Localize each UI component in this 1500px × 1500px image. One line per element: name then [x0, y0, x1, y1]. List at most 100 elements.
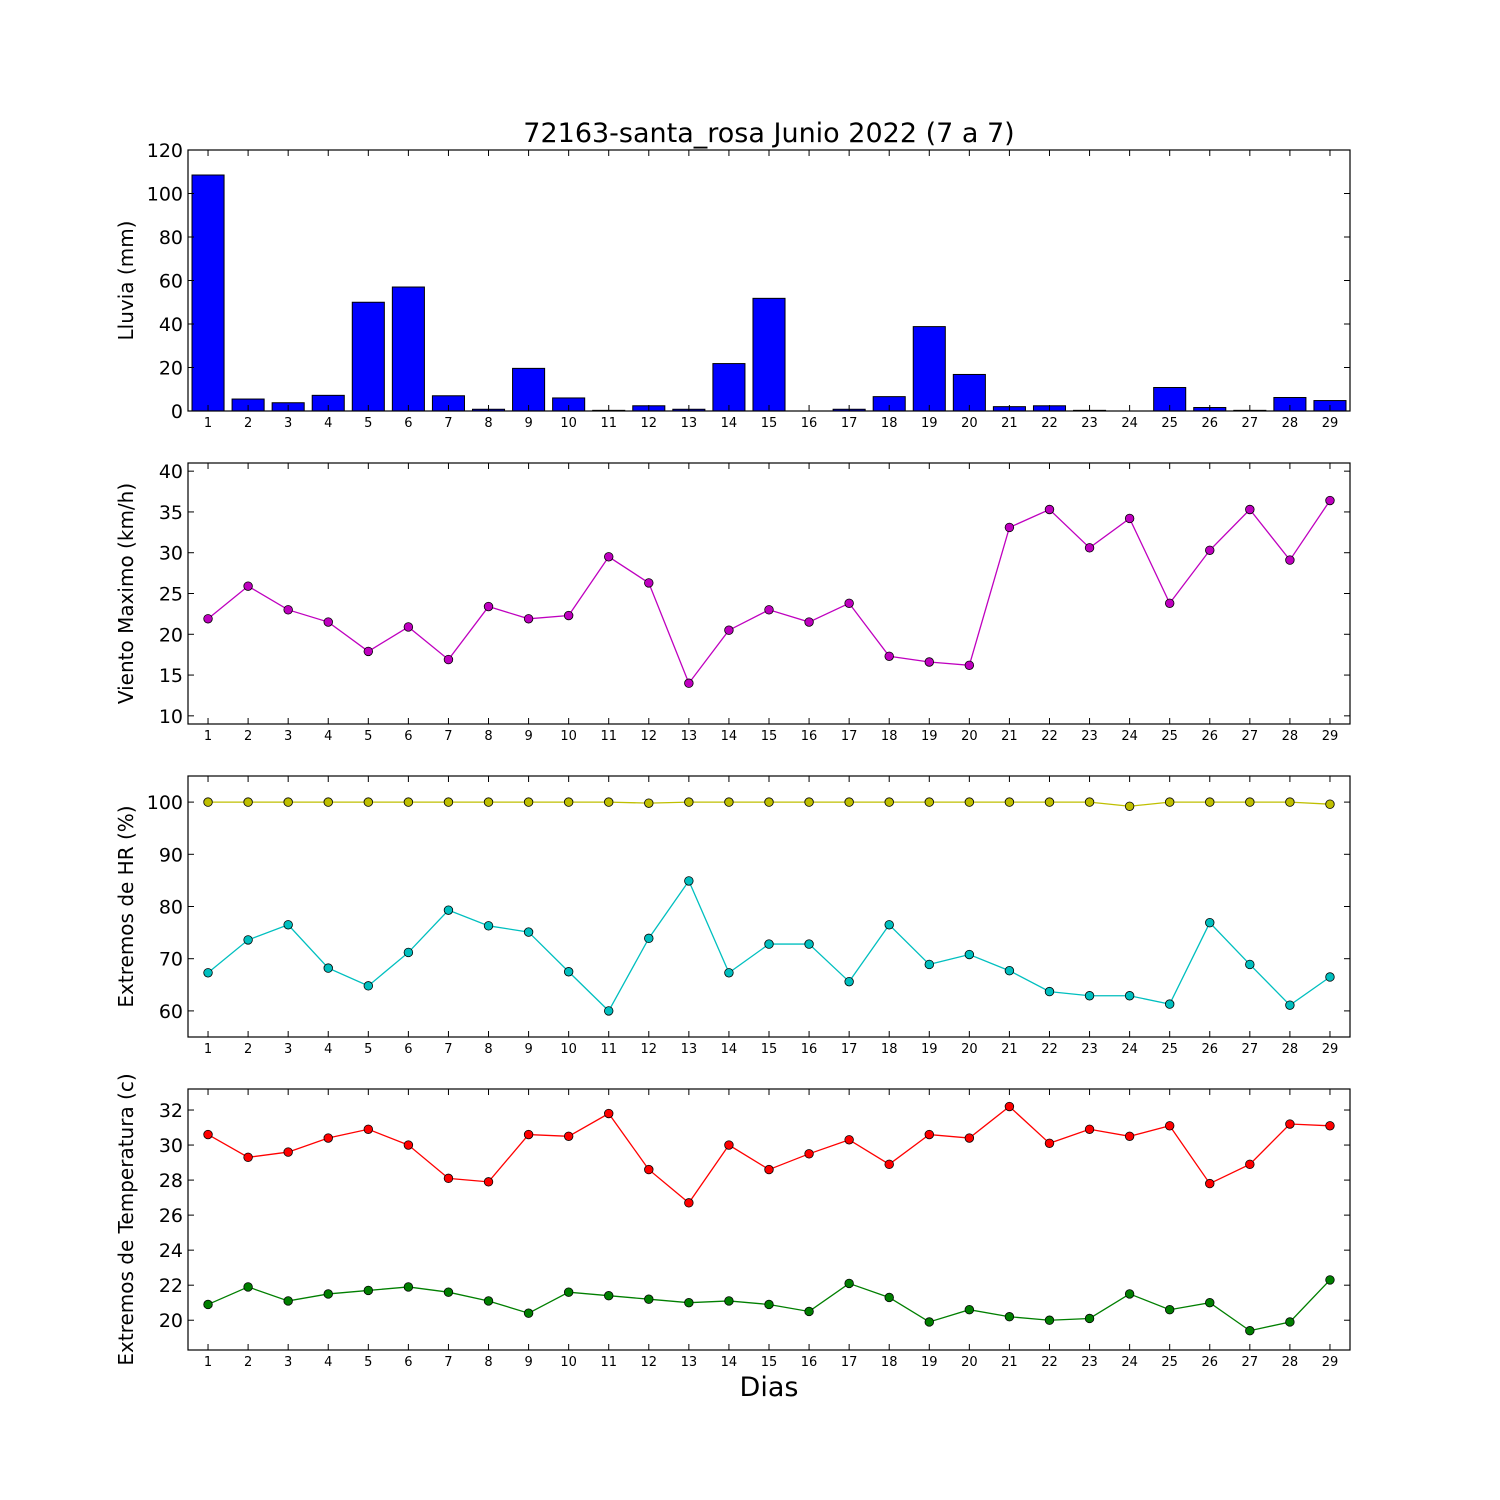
rain-x-tick-label: 17 [841, 416, 858, 431]
humidity-x-tick-label: 10 [560, 1042, 577, 1057]
figure-title: 72163-santa_rosa Junio 2022 (7 a 7) [523, 118, 1014, 149]
wind-x-tick-label: 23 [1081, 729, 1098, 744]
humidity-x-tick-label: 12 [641, 1042, 658, 1057]
humidity-series-2-point-day-9 [523, 927, 534, 937]
wind-series-1-point-day-2 [243, 581, 253, 591]
wind-series-1-point-day-20 [964, 660, 975, 670]
temperature-x-tick-label: 29 [1322, 1355, 1339, 1370]
rain-bar-day-5 [351, 301, 385, 412]
wind-y-tick-label: 35 [159, 502, 183, 524]
temperature-series-1-point-day-23 [1084, 1124, 1095, 1134]
humidity-series-1-point-day-24 [1124, 801, 1135, 811]
humidity-y-tick-label: 100 [147, 792, 183, 814]
wind-x-tick-label: 25 [1161, 729, 1178, 744]
temperature-series-2-point-day-16 [804, 1306, 814, 1317]
wind-y-axis-label: Viento Maximo (km/h) [114, 483, 138, 704]
wind-series-1-point-day-18 [884, 651, 894, 662]
temperature-x-tick-label: 15 [761, 1355, 778, 1370]
temperature-series-1-point-day-26 [1205, 1178, 1215, 1189]
temperature-x-tick-label: 25 [1161, 1355, 1178, 1370]
temperature-series-1-point-day-5 [363, 1124, 374, 1134]
humidity-x-tick-label: 8 [484, 1042, 492, 1057]
humidity-series-1-point-day-29 [1325, 799, 1335, 809]
humidity-series-2-point-day-23 [1084, 991, 1095, 1001]
temperature-x-tick-label: 2 [244, 1355, 252, 1370]
humidity-series-1-point-day-26 [1205, 797, 1215, 807]
temperature-series-1-point-day-1 [203, 1129, 213, 1140]
wind-x-tick-label: 14 [721, 729, 738, 744]
rain-x-tick-label: 8 [484, 416, 492, 431]
humidity-series-2-point-day-1 [203, 968, 213, 978]
rain-x-tick-label: 16 [801, 416, 818, 431]
wind-x-tick-label: 8 [484, 729, 492, 744]
humidity-series-1-point-day-9 [523, 797, 534, 807]
temperature-x-tick-label: 21 [1001, 1355, 1018, 1370]
rain-bar-day-20 [952, 373, 986, 412]
wind-x-tick-label: 16 [801, 729, 818, 744]
humidity-x-tick-label: 6 [404, 1042, 412, 1057]
temperature-series-2-point-day-1 [203, 1299, 213, 1310]
rain-y-tick-label: 0 [171, 401, 183, 423]
humidity-series-2-point-day-18 [884, 920, 894, 930]
wind-y-tick-label: 20 [159, 624, 183, 646]
humidity-series-1-point-day-7 [443, 797, 454, 807]
wind-x-tick-label: 26 [1201, 729, 1218, 744]
temperature-series-2-point-day-6 [403, 1282, 414, 1292]
rain-x-tick-label: 20 [961, 416, 978, 431]
wind-series-1-point-day-16 [804, 617, 814, 627]
humidity-x-tick-label: 23 [1081, 1042, 1098, 1057]
temperature-y-tick-label: 24 [159, 1240, 183, 1262]
wind-series-1-point-day-23 [1084, 543, 1095, 553]
wind-x-tick-label: 17 [841, 729, 858, 744]
humidity-series-2-point-day-6 [403, 947, 414, 958]
wind-y-tick-label: 40 [159, 461, 183, 483]
wind-x-tick-label: 19 [921, 729, 938, 744]
humidity-x-tick-label: 14 [721, 1042, 738, 1057]
humidity-x-tick-label: 15 [761, 1042, 778, 1057]
humidity-series-2-point-day-7 [443, 905, 454, 915]
temperature-series-1-point-day-19 [924, 1129, 934, 1140]
humidity-series-1-point-day-21 [1004, 797, 1015, 807]
temperature-y-tick-label: 26 [159, 1205, 183, 1227]
rain-y-tick-label: 80 [159, 227, 183, 249]
humidity-series-1-point-day-14 [724, 797, 734, 807]
rain-x-tick-label: 12 [641, 416, 658, 431]
temperature-x-tick-label: 3 [284, 1355, 292, 1370]
humidity-series-2-point-day-3 [283, 920, 293, 930]
rain-x-tick-label: 27 [1242, 416, 1259, 431]
temperature-series-2-point-day-24 [1124, 1289, 1135, 1299]
wind-x-tick-label: 4 [324, 729, 332, 744]
wind-series-1-point-day-4 [323, 617, 333, 627]
temperature-y-axis-label: Extremos de Temperatura (c) [114, 1073, 138, 1365]
temperature-series-2-point-day-20 [964, 1305, 975, 1315]
temperature-series-2-point-day-15 [764, 1299, 774, 1310]
humidity-series-2-point-day-14 [724, 968, 734, 978]
temperature-series-1-point-day-11 [604, 1108, 614, 1119]
temperature-series-2-point-day-10 [563, 1287, 574, 1297]
temperature-series-1-point-day-8 [483, 1177, 494, 1187]
humidity-series-1-point-day-5 [363, 797, 374, 807]
temperature-x-tick-label: 6 [404, 1355, 412, 1370]
x-axis-label: Dias [740, 1372, 799, 1403]
humidity-y-axis-label: Extremos de HR (%) [114, 805, 138, 1007]
wind-series-1-point-day-10 [563, 610, 574, 621]
humidity-series-1-point-day-23 [1084, 797, 1095, 807]
temperature-series-2-point-day-2 [243, 1282, 253, 1292]
humidity-series-2-point-day-20 [964, 949, 975, 960]
wind-series-1-point-day-17 [844, 598, 854, 608]
temperature-x-tick-label: 1 [204, 1355, 212, 1370]
temperature-series-2-point-day-23 [1084, 1313, 1095, 1324]
humidity-series-1-point-day-16 [804, 797, 814, 807]
temperature-series-1-point-day-10 [563, 1131, 574, 1142]
temperature-x-tick-label: 20 [961, 1355, 978, 1370]
temperature-series-1-point-day-28 [1285, 1119, 1295, 1129]
temperature-series-2-point-day-28 [1285, 1317, 1295, 1327]
temperature-series-2-point-day-14 [724, 1296, 734, 1306]
humidity-x-tick-label: 19 [921, 1042, 938, 1057]
rain-x-tick-label: 29 [1322, 416, 1339, 431]
humidity-series-1-point-day-17 [844, 797, 854, 807]
temperature-x-tick-label: 23 [1081, 1355, 1098, 1370]
temperature-series-1-point-day-29 [1325, 1121, 1335, 1131]
wind-y-tick-label: 15 [159, 665, 183, 687]
